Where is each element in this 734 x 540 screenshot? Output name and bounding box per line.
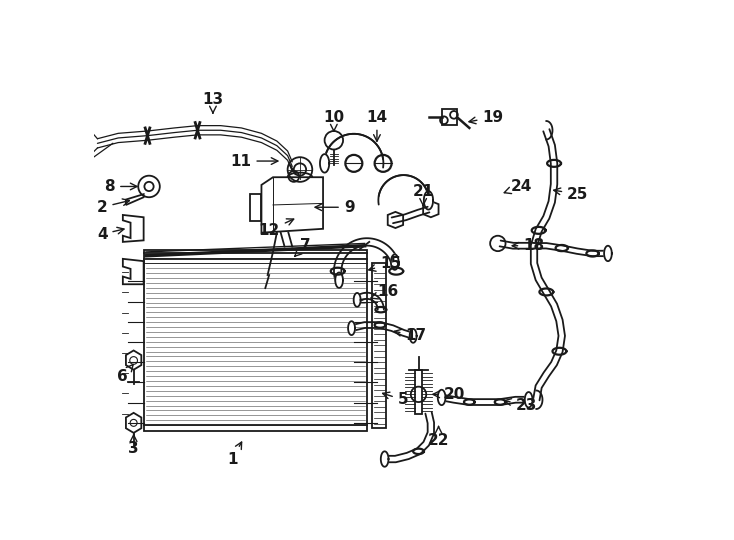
- Text: 21: 21: [413, 184, 434, 206]
- Text: 6: 6: [117, 364, 134, 384]
- Text: 14: 14: [366, 110, 388, 141]
- Polygon shape: [437, 390, 446, 405]
- Text: 15: 15: [368, 256, 401, 271]
- Text: 22: 22: [428, 427, 449, 448]
- Text: 20: 20: [433, 387, 465, 402]
- Bar: [372, 262, 386, 428]
- Polygon shape: [354, 293, 360, 307]
- Text: 13: 13: [203, 92, 223, 113]
- Polygon shape: [525, 392, 532, 408]
- Text: 1: 1: [227, 442, 241, 467]
- Text: 19: 19: [469, 110, 504, 125]
- Polygon shape: [381, 451, 388, 467]
- Text: 5: 5: [382, 392, 408, 407]
- Text: 9: 9: [315, 200, 355, 215]
- Polygon shape: [391, 254, 399, 270]
- Text: 7: 7: [295, 238, 310, 256]
- Text: 10: 10: [323, 110, 344, 131]
- Polygon shape: [320, 154, 330, 173]
- Text: 8: 8: [104, 179, 137, 194]
- Text: 17: 17: [394, 328, 426, 343]
- Text: 18: 18: [512, 238, 545, 253]
- Text: 11: 11: [230, 153, 278, 168]
- Text: 23: 23: [504, 397, 537, 413]
- Polygon shape: [348, 321, 355, 335]
- Bar: [250, 194, 261, 221]
- Polygon shape: [604, 246, 612, 261]
- Polygon shape: [424, 191, 433, 210]
- Text: 4: 4: [97, 227, 124, 242]
- Polygon shape: [335, 273, 343, 288]
- Text: 2: 2: [97, 199, 129, 215]
- Text: 24: 24: [504, 179, 532, 194]
- Text: 12: 12: [258, 219, 294, 238]
- Polygon shape: [410, 329, 417, 343]
- Text: 25: 25: [553, 187, 589, 201]
- Text: 3: 3: [128, 435, 139, 456]
- Text: 16: 16: [371, 285, 399, 300]
